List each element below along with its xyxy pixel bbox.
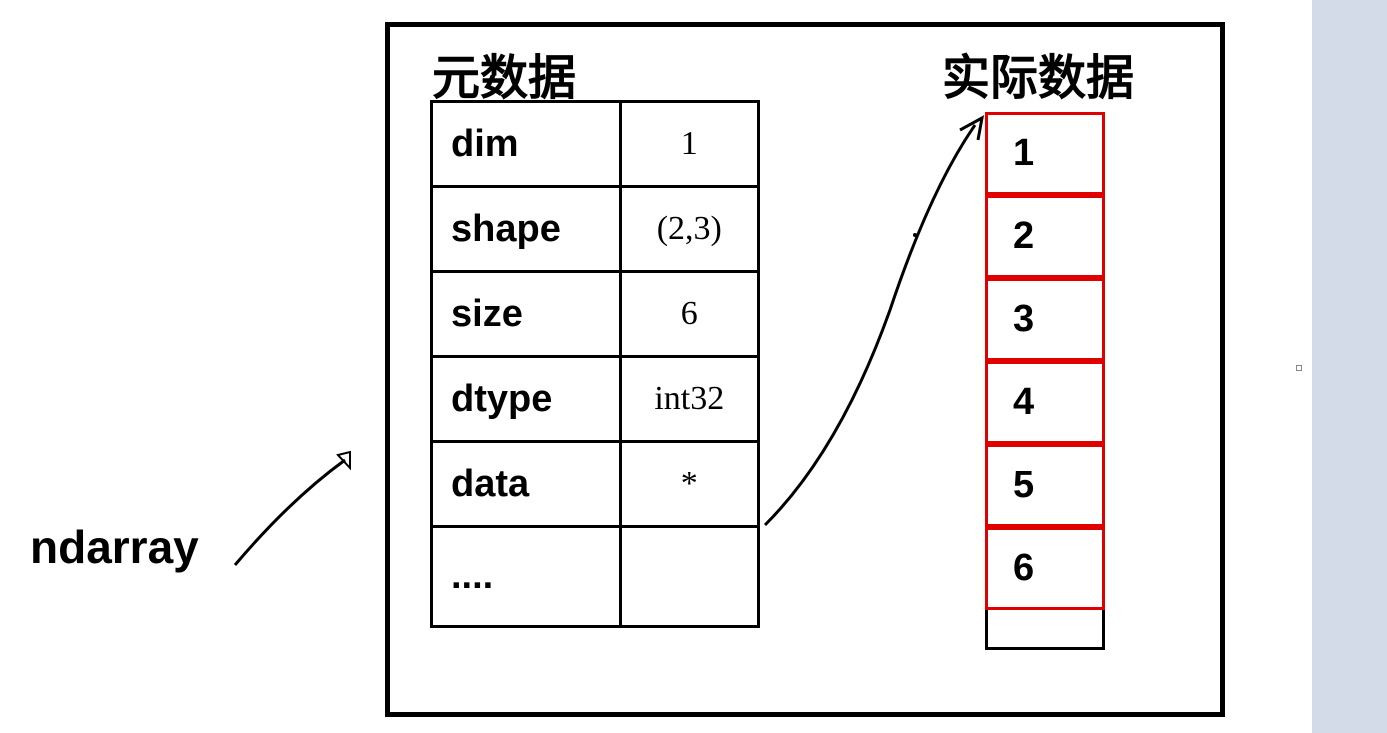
meta-label-size: size: [432, 272, 621, 357]
resize-handle-icon: [1296, 365, 1302, 371]
arrow-ndarray-to-box: [230, 440, 390, 570]
meta-label-shape: shape: [432, 187, 621, 272]
data-cell-trailing: [985, 610, 1105, 650]
data-cell: 2: [985, 195, 1105, 278]
meta-label-ellipsis: ....: [432, 527, 621, 627]
table-row: data *: [432, 442, 759, 527]
meta-value-data: *: [620, 442, 758, 527]
actual-data-column: 1 2 3 4 5 6: [985, 112, 1105, 650]
table-row: size 6: [432, 272, 759, 357]
table-row: dim 1: [432, 102, 759, 187]
meta-value-size: 6: [620, 272, 758, 357]
meta-value-shape: (2,3): [620, 187, 758, 272]
meta-value-dtype: int32: [620, 357, 758, 442]
data-cell: 3: [985, 278, 1105, 361]
right-background-strip: [1312, 0, 1387, 733]
meta-value-ellipsis: [620, 527, 758, 627]
data-cell: 4: [985, 361, 1105, 444]
meta-label-dtype: dtype: [432, 357, 621, 442]
meta-label-dim: dim: [432, 102, 621, 187]
table-row: dtype int32: [432, 357, 759, 442]
actual-data-header: 实际数据: [942, 38, 1134, 108]
table-row: shape (2,3): [432, 187, 759, 272]
meta-value-dim: 1: [620, 102, 758, 187]
data-cell: 6: [985, 527, 1105, 610]
data-cell: 5: [985, 444, 1105, 527]
table-row: ....: [432, 527, 759, 627]
metadata-table: dim 1 shape (2,3) size 6 dtype int32 dat…: [430, 100, 760, 628]
ndarray-label: ndarray: [30, 520, 199, 574]
metadata-header: 元数据: [432, 38, 576, 108]
data-cell: 1: [985, 112, 1105, 195]
meta-label-data: data: [432, 442, 621, 527]
